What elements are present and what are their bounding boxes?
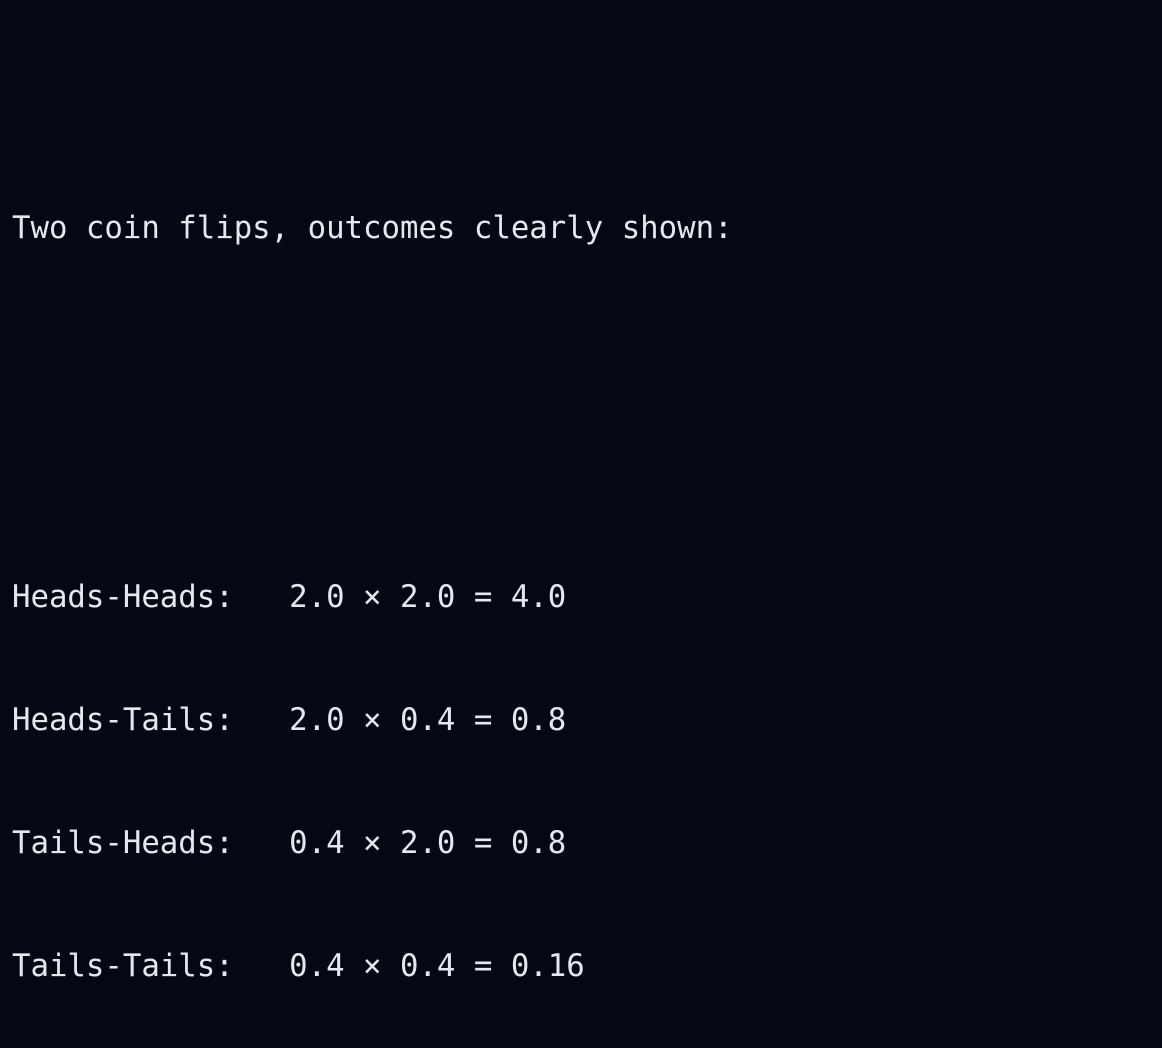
- outcome-label: Tails-Heads:: [12, 826, 234, 861]
- outcome-row-heads-heads: Heads-Heads: 2.0 × 2.0 = 4.0: [12, 577, 1162, 618]
- outcome-row-tails-heads: Tails-Heads: 0.4 × 2.0 = 0.8: [12, 823, 1162, 864]
- outcome-expression: 2.0 × 2.0 = 4.0: [289, 580, 567, 615]
- terminal-output: Two coin flips, outcomes clearly shown: …: [12, 126, 1162, 984]
- intro-section: Two coin flips, outcomes clearly shown:: [12, 126, 1162, 331]
- outcome-label: Heads-Heads:: [12, 580, 234, 615]
- outcome-expression: 0.4 × 0.4 = 0.16: [289, 949, 585, 984]
- outcome-expression: 2.0 × 0.4 = 0.8: [289, 703, 567, 738]
- outcome-row-tails-tails: Tails-Tails: 0.4 × 0.4 = 0.16: [12, 946, 1162, 987]
- outcomes-section: Heads-Heads: 2.0 × 2.0 = 4.0 Heads-Tails:…: [12, 495, 1162, 1048]
- outcome-expression: 0.4 × 2.0 = 0.8: [289, 826, 567, 861]
- outcome-row-heads-tails: Heads-Tails: 2.0 × 0.4 = 0.8: [12, 700, 1162, 741]
- outcome-label: Heads-Tails:: [12, 703, 234, 738]
- intro-line: Two coin flips, outcomes clearly shown:: [12, 211, 733, 246]
- outcome-label: Tails-Tails:: [12, 949, 234, 984]
